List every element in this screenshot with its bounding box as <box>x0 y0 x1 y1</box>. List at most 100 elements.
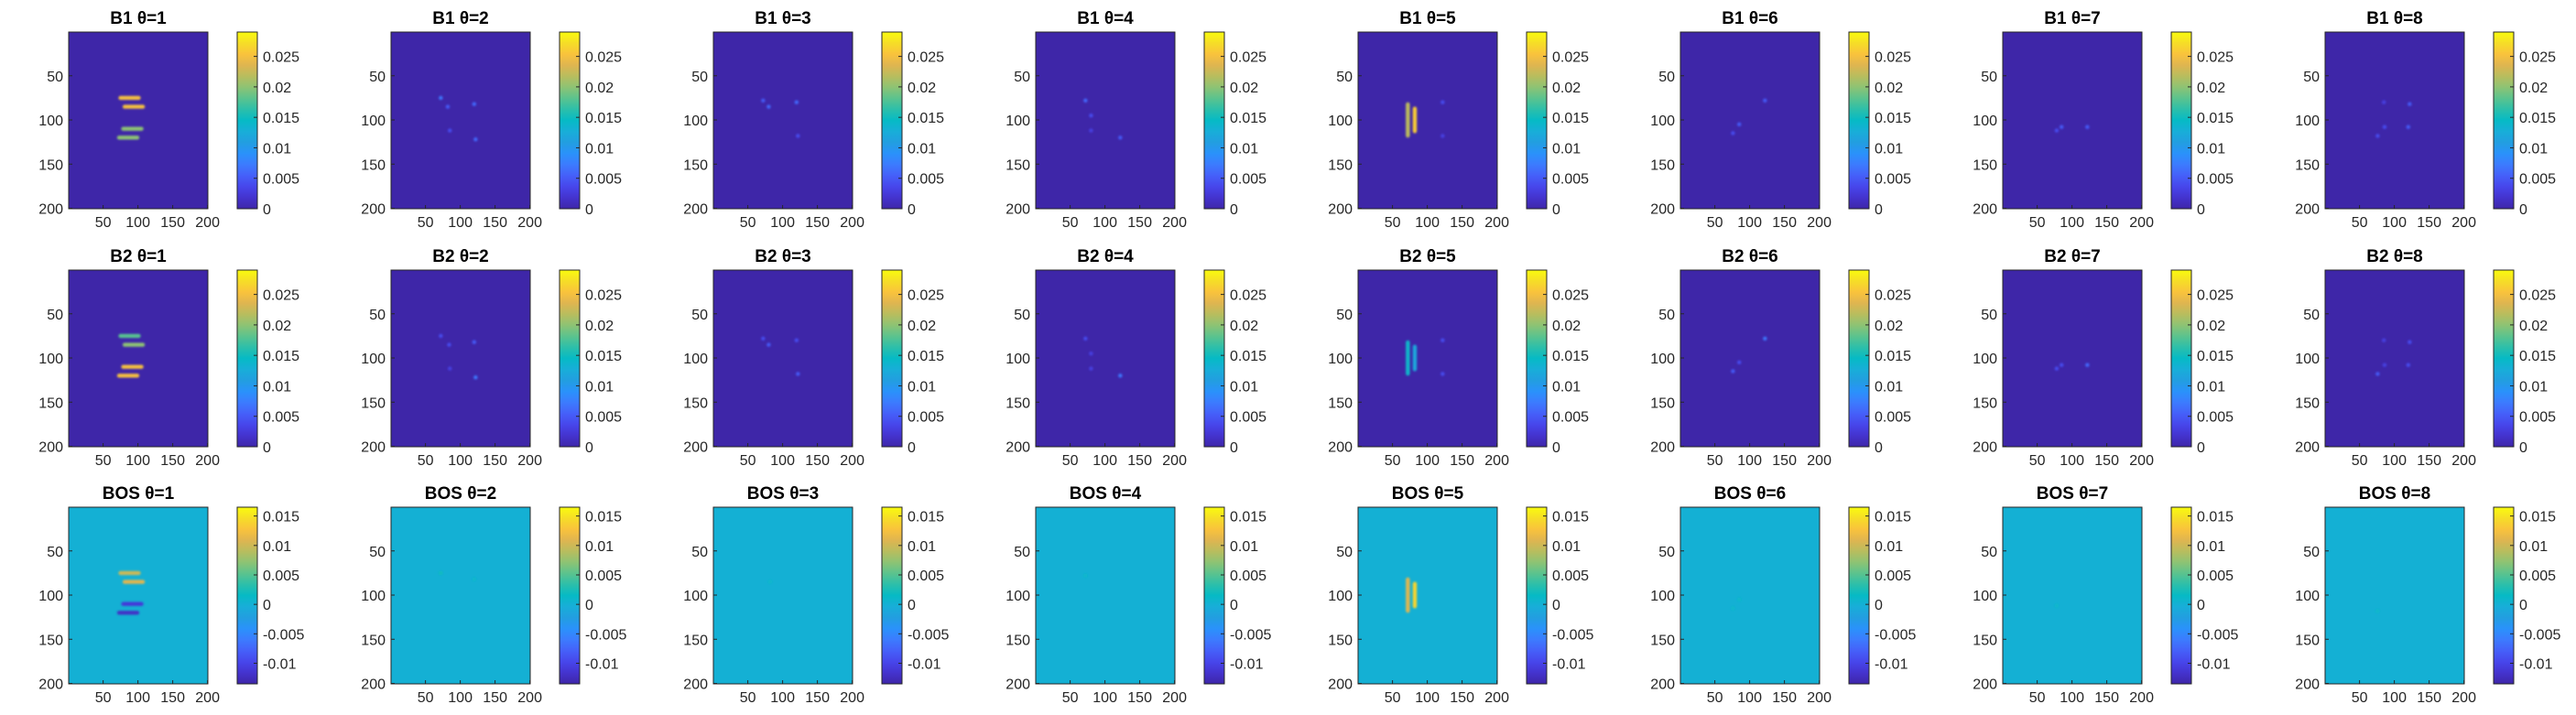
colorbar-tick-label: 0 <box>1552 202 1560 218</box>
heatmap-background <box>713 270 853 447</box>
colorbar-tick-label: 0.005 <box>2519 410 2556 426</box>
y-tick-label: 50 <box>1658 545 1675 560</box>
colorbar-tick-label: 0 <box>585 440 593 456</box>
colorbar-tick-label: 0.02 <box>1552 319 1581 334</box>
colorbar-tick-label: 0.015 <box>1230 349 1266 364</box>
x-tick-label: 50 <box>1385 215 1401 231</box>
colorbar <box>2171 32 2191 209</box>
colorbar-frame <box>1526 506 1548 685</box>
x-tick-label: 100 <box>1737 215 1762 231</box>
colorbar-tick-label: 0.025 <box>263 288 299 304</box>
x-tick-label: 100 <box>770 215 795 231</box>
colorbar-tick-label: 0 <box>2519 202 2527 218</box>
panel-title: BOS θ=2 <box>425 484 496 504</box>
heatmap-features <box>2375 338 2412 376</box>
colorbar-tick-label: 0 <box>908 202 916 218</box>
colorbar-tick-label: 0.01 <box>2197 379 2225 395</box>
colorbar-tick-label: 0.005 <box>1552 172 1589 188</box>
heatmap-features <box>2054 363 2090 371</box>
y-tick-label: 100 <box>1005 114 1030 129</box>
colorbar-tick-label: 0 <box>1230 598 1238 613</box>
colorbar-tick-label: 0.005 <box>1230 172 1266 188</box>
colorbar-tick-label: 0 <box>1552 440 1560 456</box>
colorbar-tick-label: 0.025 <box>1230 50 1266 66</box>
colorbar-frame <box>236 506 258 685</box>
x-tick-label: 200 <box>2451 690 2476 706</box>
colorbar-tick-label: 0.015 <box>1875 349 1911 364</box>
y-tick-label: 100 <box>1005 589 1030 604</box>
panel-b2-theta-2: 50 100 150 200 50 100 150 200 B2 θ=2 0 0.005 0.01 0.… <box>361 247 622 469</box>
y-tick-label: 50 <box>1336 70 1353 85</box>
colorbar-tick-label: 0.01 <box>2197 539 2225 555</box>
x-tick-label: 150 <box>1127 453 1152 469</box>
heatmap-spot <box>796 372 800 376</box>
colorbar-tick-label: 0.005 <box>1875 569 1911 584</box>
heatmap-background <box>1358 32 1497 209</box>
colorbar-tick-label: 0.01 <box>1875 379 1903 395</box>
heatmap-spot <box>2375 372 2380 376</box>
x-tick-label: 50 <box>1385 690 1401 706</box>
x-tick-label: 150 <box>2417 690 2441 706</box>
x-tick-label: 50 <box>418 690 434 706</box>
colorbar-frame <box>1526 31 1548 210</box>
colorbar-tick-label: 0.01 <box>1552 379 1581 395</box>
y-tick-label: 150 <box>361 633 386 648</box>
heatmap-spot <box>472 102 477 106</box>
heatmap-streak <box>1406 340 1410 376</box>
colorbar-tick-label: 0.005 <box>1230 410 1266 426</box>
y-tick-label: 200 <box>1650 440 1675 456</box>
y-tick-label: 100 <box>1973 589 1997 604</box>
y-tick-label: 50 <box>369 70 386 85</box>
heatmap-features <box>2375 100 2412 138</box>
colorbar-frame <box>1203 506 1225 685</box>
x-tick-label: 150 <box>1772 690 1797 706</box>
colorbar-tick-label: 0.015 <box>2519 510 2556 525</box>
y-tick-label: 100 <box>683 352 708 367</box>
y-tick-label: 50 <box>47 70 63 85</box>
x-tick-label: 50 <box>95 215 112 231</box>
panel-title: BOS θ=5 <box>1392 484 1464 504</box>
heatmap-spot <box>2382 125 2387 129</box>
colorbar <box>1204 32 1224 209</box>
colorbar <box>560 32 580 209</box>
heatmap-spot <box>2408 102 2412 106</box>
x-tick-label: 200 <box>2129 215 2154 231</box>
panel-b1-theta-8: 50 100 150 200 50 100 150 200 B1 θ=8 0 0.005 0.01 0.… <box>2295 9 2556 231</box>
x-tick-label: 200 <box>1484 215 1509 231</box>
heatmap-streak <box>122 580 146 584</box>
colorbar-tick-label: 0.005 <box>585 410 622 426</box>
y-tick-label: 50 <box>1981 545 1997 560</box>
colorbar-tick-label: -0.005 <box>2197 627 2238 643</box>
colorbar-tick-label: 0.005 <box>1875 172 1911 188</box>
heatmap-features <box>761 98 800 138</box>
colorbar-tick-label: 0.015 <box>1230 510 1266 525</box>
panel-title: BOS θ=6 <box>1714 484 1786 504</box>
colorbar-tick-label: 0.01 <box>2519 141 2548 157</box>
x-tick-label: 50 <box>1707 690 1723 706</box>
colorbar-tick-label: 0.005 <box>908 410 944 426</box>
x-tick-label: 150 <box>160 690 185 706</box>
x-tick-label: 150 <box>1450 690 1474 706</box>
y-tick-label: 50 <box>47 545 63 560</box>
y-tick-label: 100 <box>1650 589 1675 604</box>
colorbar <box>1527 507 1547 684</box>
x-tick-label: 50 <box>418 453 434 469</box>
colorbar-tick-label: 0 <box>908 598 916 613</box>
colorbar-tick-label: -0.01 <box>263 656 297 672</box>
heatmap-streak <box>116 374 140 378</box>
colorbar-tick-label: 0 <box>2519 598 2527 613</box>
colorbar-tick-label: 0.025 <box>2519 288 2556 304</box>
heatmap-features <box>1731 98 1767 135</box>
x-tick-label: 200 <box>1162 215 1187 231</box>
heatmap-spot <box>439 333 443 339</box>
y-tick-label: 100 <box>1005 352 1030 367</box>
colorbar-tick-label: -0.01 <box>585 656 619 672</box>
colorbar-tick-label: 0.01 <box>1230 539 1258 555</box>
colorbar-tick-label: 0 <box>908 440 916 456</box>
x-tick-label: 50 <box>418 215 434 231</box>
heatmap-features <box>1731 336 1767 374</box>
y-tick-label: 50 <box>1658 70 1675 85</box>
heatmap-spot <box>2406 125 2411 129</box>
colorbar-tick-label: 0.015 <box>1552 349 1589 364</box>
colorbar-tick-label: 0.025 <box>585 50 622 66</box>
